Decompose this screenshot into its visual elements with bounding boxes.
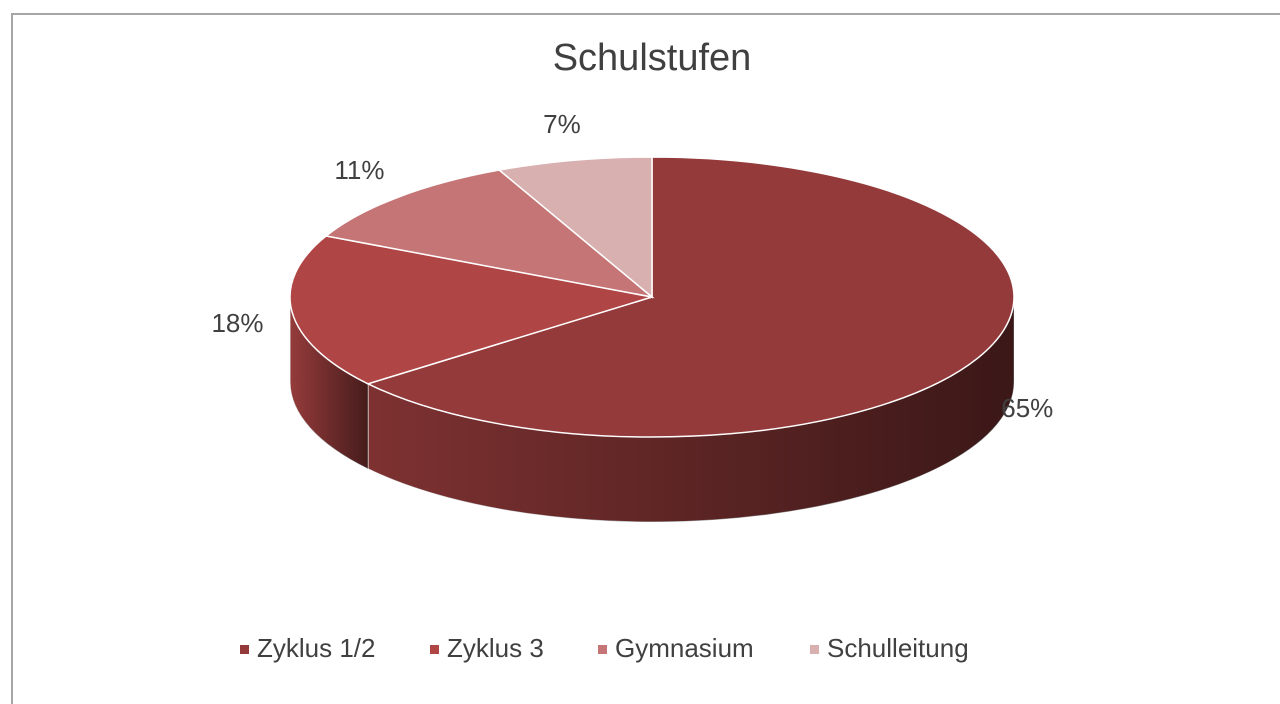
slice xyxy=(324,169,655,299)
slice-side-shade xyxy=(367,297,1014,522)
data-label: 65% xyxy=(1001,393,1053,423)
legend-swatch xyxy=(810,645,819,654)
legend-label: Gymnasium xyxy=(615,633,754,663)
legend-label: Zyklus 1/2 xyxy=(257,633,376,663)
data-label: 11% xyxy=(334,155,384,185)
chart-title: Schulstufen xyxy=(553,37,752,79)
data-label: 18% xyxy=(211,308,263,338)
legend-label: Zyklus 3 xyxy=(447,633,544,663)
slice xyxy=(289,235,653,385)
legend-swatch xyxy=(240,645,249,654)
data-label: 7% xyxy=(543,109,581,139)
slice-side-shade xyxy=(290,297,368,469)
legend-swatch xyxy=(430,645,439,654)
slice xyxy=(497,156,653,299)
legend-swatch xyxy=(598,645,607,654)
slice xyxy=(365,156,1015,438)
legend-label: Schulleitung xyxy=(827,633,969,663)
